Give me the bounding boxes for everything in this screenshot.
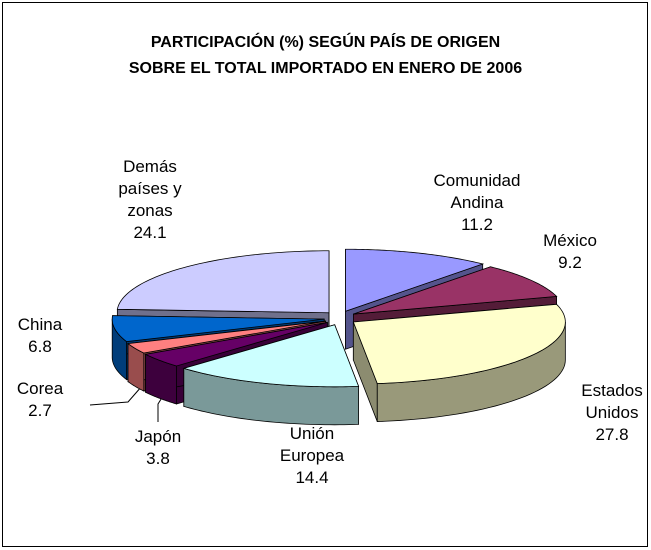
value-label: 14.4 [295,468,329,487]
category-label: Corea [16,379,64,398]
value-label: 2.7 [28,401,52,420]
slice [353,266,558,315]
value-label: 27.8 [595,425,629,444]
leader-line [157,395,164,422]
leader-line [89,385,143,406]
category-label: Unión Europea [279,424,345,465]
category-label: Estados Unidos [581,381,643,422]
value-label: 9.2 [558,253,582,272]
value-label: 3.8 [146,449,170,468]
value-label: 24.1 [133,223,167,242]
pie [111,248,566,426]
slice [345,248,485,312]
slice [111,315,325,343]
slice [182,324,360,388]
slice [182,324,360,426]
slice-label: Unión Europea 14.4 [272,423,352,489]
slice-label: China 6.8 [0,314,80,358]
category-label: Comunidad Andina [433,171,521,212]
slice-label: Corea 2.7 [0,378,80,422]
category-label: Demás países y zonas [118,157,182,220]
slice-label: Demás países y zonas 24.1 [113,156,188,244]
slice [126,320,326,354]
slice-label: Japón 3.8 [118,426,198,470]
category-label: Japón [134,427,182,446]
category-label: México [543,231,597,250]
category-label: China [17,315,63,334]
slice-label: México 9.2 [530,230,610,274]
value-label: 11.2 [461,215,493,234]
slice [352,303,566,422]
slice [144,322,328,367]
chart-title: PARTICIPACIÓN (%) SEGÚN PAÍS DE ORIGEN [150,34,501,51]
value-label: 6.8 [28,337,52,356]
chart-title: SOBRE EL TOTAL IMPORTADO EN ENERO DE 200… [128,60,523,77]
slice-label: Estados Unidos 27.8 [572,380,651,446]
slice [116,250,330,314]
slice-label: Comunidad Andina 11.2 [422,170,532,236]
slice [352,303,566,384]
